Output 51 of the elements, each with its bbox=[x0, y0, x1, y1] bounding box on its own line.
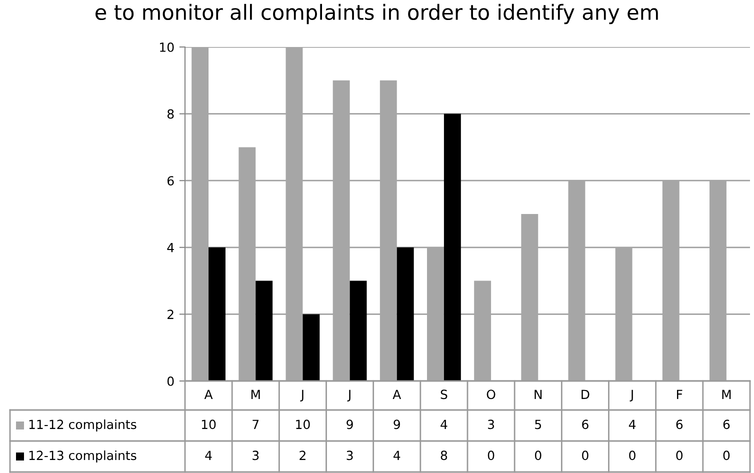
data-label: 9 bbox=[346, 420, 353, 430]
data-label: 6 bbox=[582, 420, 588, 430]
data-label: 0 bbox=[676, 450, 683, 460]
x-tick-label: J bbox=[347, 390, 350, 402]
x-tick-label: A bbox=[204, 390, 213, 399]
bar bbox=[444, 114, 461, 381]
bar bbox=[256, 280, 273, 381]
data-label: 0 bbox=[582, 450, 588, 460]
x-tick-label: N bbox=[534, 390, 542, 399]
x-tick-label: S bbox=[440, 390, 448, 400]
data-label: 10 bbox=[296, 420, 310, 430]
data-label: 0 bbox=[629, 450, 636, 460]
data-label: 6 bbox=[723, 420, 730, 430]
x-tick-label: J bbox=[300, 390, 304, 402]
y-tick-label: 8 bbox=[167, 109, 174, 119]
bar bbox=[302, 314, 320, 381]
data-label: 6 bbox=[676, 420, 683, 430]
data-label: 3 bbox=[488, 420, 494, 430]
data-label: 0 bbox=[534, 450, 542, 460]
y-tick-label: 10 bbox=[160, 42, 174, 52]
bar bbox=[350, 280, 367, 381]
bar bbox=[208, 247, 226, 381]
bar bbox=[396, 247, 414, 381]
data-label: 4 bbox=[205, 450, 212, 460]
data-label: 10 bbox=[202, 420, 216, 430]
legend-label: 11-12 complaints bbox=[29, 419, 136, 432]
data-label: 0 bbox=[723, 450, 730, 460]
x-tick-label: F bbox=[677, 390, 682, 399]
data-label: 8 bbox=[440, 450, 448, 460]
legend-label: 12-13 complaints bbox=[29, 450, 136, 463]
y-tick-label: 2 bbox=[168, 310, 174, 319]
y-tick-label: 6 bbox=[168, 176, 174, 186]
data-label: 2 bbox=[300, 450, 306, 460]
data-label: 7 bbox=[252, 420, 259, 429]
x-tick-label: A bbox=[392, 390, 402, 399]
data-label: 4 bbox=[440, 420, 448, 429]
x-tick-label: M bbox=[251, 390, 260, 399]
data-label: 3 bbox=[252, 450, 259, 460]
y-tick-label: 0 bbox=[167, 376, 174, 386]
data-label: 3 bbox=[346, 450, 353, 460]
x-tick-label: J bbox=[630, 390, 633, 402]
chart-title: e to monitor all complaints in order to identify any em bbox=[96, 4, 658, 24]
x-tick-label: O bbox=[486, 390, 496, 400]
data-label: 5 bbox=[535, 420, 542, 430]
x-tick-label: D bbox=[582, 390, 590, 399]
data-label: 0 bbox=[488, 450, 494, 460]
data-label: 4 bbox=[628, 420, 636, 429]
data-label: 9 bbox=[394, 420, 400, 430]
x-tick-label: M bbox=[722, 390, 731, 399]
y-tick-label: 4 bbox=[167, 243, 174, 252]
data-label: 4 bbox=[394, 450, 400, 460]
